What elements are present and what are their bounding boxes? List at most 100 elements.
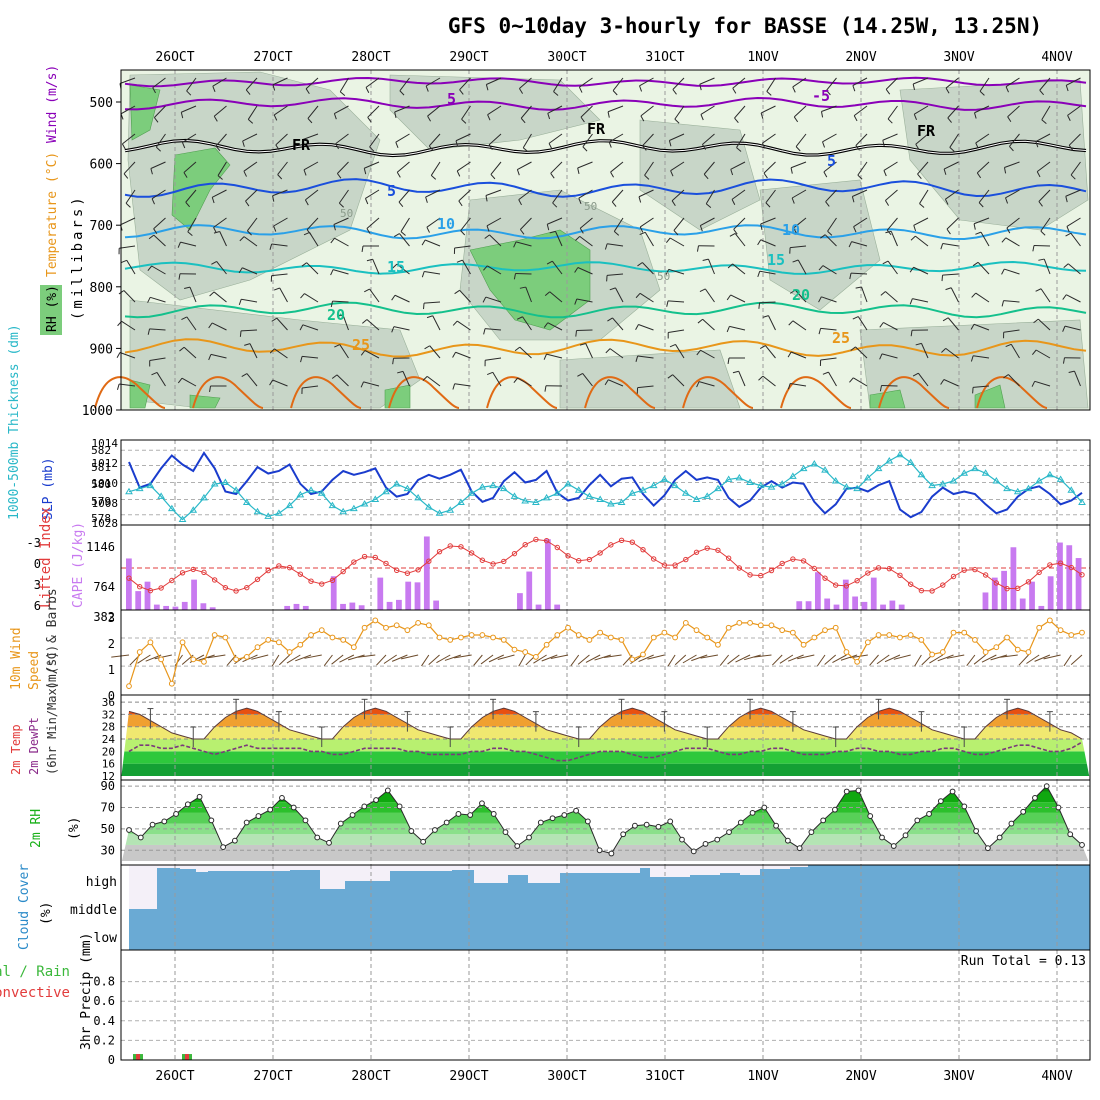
wind10m-barb [1070, 654, 1083, 665]
li-marker [308, 578, 314, 584]
cape-ylabel: CAPE (J/kg) [71, 522, 86, 608]
wind10m-ylabel: 10m Wind [9, 627, 24, 690]
cape-bar [396, 599, 402, 610]
wind-barb-flag [672, 89, 677, 95]
wind-barb-flag [758, 302, 761, 309]
thickness-marker [424, 503, 433, 510]
wind-barb [399, 77, 410, 92]
wind-barb [246, 217, 258, 232]
wind-barb-flag [1003, 374, 1009, 379]
wind-barb [428, 133, 441, 147]
y-tick-label: 500 [90, 96, 113, 111]
date-label-bottom: 27OCT [253, 1069, 292, 1084]
rh2m-unit: (%) [67, 817, 82, 840]
wind-barb [791, 189, 807, 199]
wind-barb-flag [792, 259, 799, 263]
cloud-unit: (%) [39, 902, 54, 925]
cape-bar [1010, 547, 1017, 610]
wind-barb-flag [487, 114, 491, 121]
rh-marker [690, 848, 697, 855]
wind-barb [669, 133, 685, 141]
wind10m-barb [840, 654, 858, 661]
wind10m-barb [1034, 654, 1051, 662]
wind-barb-flag [886, 229, 892, 236]
thickness-marker [660, 475, 669, 482]
wind-barb-flag [942, 317, 949, 322]
wind-barb [821, 296, 837, 303]
thickness-marker [125, 487, 133, 495]
cape-bar [1075, 558, 1082, 610]
wind-speed-marker [1004, 634, 1010, 641]
wind-barb [915, 235, 929, 247]
date-label-top: 2NOV [845, 50, 876, 65]
wind-barb-flag [275, 144, 280, 151]
wind-barb-flag [213, 231, 220, 234]
wind-barb [154, 105, 166, 118]
cape-bar [423, 536, 430, 610]
temp-band [121, 751, 1090, 764]
wind-barb-flag [304, 199, 309, 206]
wind-barb [827, 217, 837, 232]
wind-barb-flag [213, 116, 218, 122]
wind-barb [395, 133, 410, 143]
li-marker [822, 575, 828, 581]
wind-barb-flag [946, 228, 951, 235]
wind-speed-marker [372, 617, 379, 624]
wind-speed-marker [383, 624, 389, 631]
wind-barb-flag [121, 143, 126, 150]
wind10m-barb [323, 654, 333, 666]
wind-barb [945, 347, 959, 359]
wind-barb-flag [849, 377, 854, 383]
wind-barb-flag [399, 90, 405, 96]
wind-barb [548, 133, 563, 144]
contour-label: 10 [437, 215, 455, 233]
wind-barb-flag [459, 89, 464, 95]
cape-bar [191, 579, 197, 610]
wind-barb-flag [1070, 174, 1076, 180]
rh-marker [679, 836, 685, 843]
wind-barb [1068, 133, 1081, 146]
wind-barb-flag [729, 232, 736, 237]
wind-barb [702, 133, 715, 145]
wind-speed-marker [276, 639, 282, 646]
wind-barb-flag [822, 141, 826, 148]
wind-barb-flag [610, 171, 614, 178]
contour-label: 20 [792, 286, 810, 304]
wind-barb-flag [330, 237, 335, 244]
li-marker [351, 559, 357, 565]
li-marker [511, 550, 518, 557]
li-marker [897, 572, 903, 578]
wind-barb-flag [245, 89, 251, 95]
wind-barb [762, 375, 776, 387]
wind-barb [736, 133, 746, 148]
wind-barb-flag [885, 230, 892, 234]
rh-tick-label: 30 [101, 843, 115, 857]
wind10m-barb [242, 654, 258, 663]
wind-barb [189, 286, 197, 303]
wind-barb-flag [179, 346, 185, 352]
wind-barb-flag [733, 229, 738, 235]
wind-barb-flag [516, 316, 523, 320]
wind-barb-flag [360, 350, 366, 356]
thickness-marker [521, 497, 530, 504]
wind-speed-marker [500, 637, 507, 643]
wind-barb [615, 287, 624, 303]
wind-barb-flag [1038, 201, 1043, 207]
li-marker [1015, 585, 1021, 592]
wind-barb [246, 373, 258, 387]
wind-barb-flag [238, 267, 243, 274]
wind-barb [734, 105, 746, 119]
li-marker [629, 539, 635, 545]
thickness-marker [821, 466, 829, 473]
thickness-marker [1078, 498, 1086, 506]
panel-background [121, 610, 1090, 695]
li-tick-label: 6 [34, 599, 41, 613]
thickness-marker [1024, 484, 1033, 492]
wind-barb [729, 325, 746, 331]
wind-barb [1064, 325, 1081, 331]
wind-barb [1065, 189, 1081, 197]
wind10m-barb [174, 654, 183, 667]
wind-tick-label: 2 [108, 637, 115, 651]
wind-barb-flag [1068, 145, 1074, 151]
wind-barb [153, 234, 166, 247]
